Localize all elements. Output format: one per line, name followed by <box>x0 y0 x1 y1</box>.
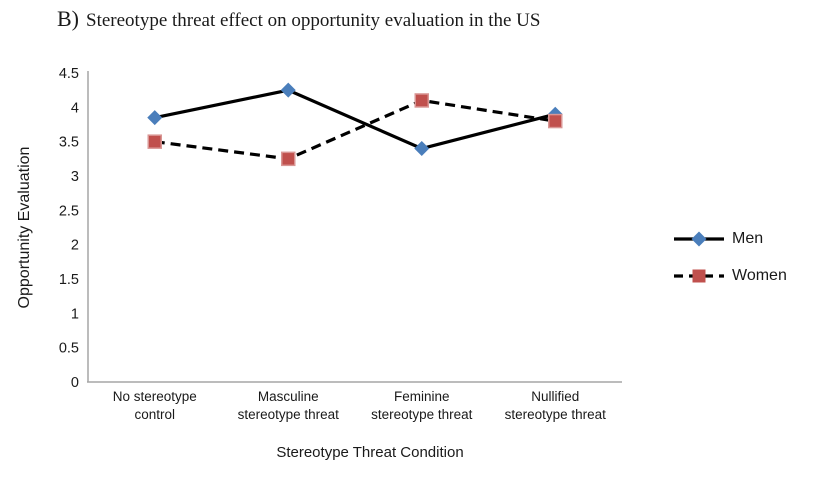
men-marker-icon <box>414 141 430 157</box>
x-tick-label: Feminine <box>394 389 450 404</box>
y-tick-label: 3 <box>71 169 79 185</box>
x-tick-label: Masculine <box>258 389 319 404</box>
legend: Men Women <box>672 224 787 298</box>
legend-item-men: Men <box>672 224 787 254</box>
title-text: Stereotype threat effect on opportunity … <box>86 10 541 31</box>
y-tick-label: 4.5 <box>59 66 79 82</box>
legend-label-women: Women <box>732 267 787 284</box>
y-axis-title: Opportunity Evaluation <box>16 147 33 309</box>
x-tick-label: Nullified <box>531 389 579 404</box>
y-tick-label: 2 <box>71 238 79 254</box>
chart-title: B) Stereotype threat effect on opportunit… <box>57 6 540 32</box>
y-tick-label: 1.5 <box>59 272 79 288</box>
title-prefix: B) <box>57 6 79 31</box>
men-series-line <box>154 88 556 151</box>
x-tick-label: stereotype threat <box>505 407 607 422</box>
legend-label-men: Men <box>732 230 764 247</box>
men-marker-icon <box>280 82 296 98</box>
x-tick-label: stereotype threat <box>238 407 340 422</box>
men-marker-icon <box>147 110 163 126</box>
y-tick-label: 0 <box>71 375 79 391</box>
y-tick-label: 2.5 <box>59 203 79 219</box>
x-tick-label: control <box>134 407 175 422</box>
men-legend-marker-icon <box>691 231 707 247</box>
women-marker-icon <box>414 93 429 108</box>
y-tick-label: 4 <box>71 100 79 116</box>
x-axis-title: Stereotype Threat Condition <box>276 444 463 461</box>
x-tick-label: stereotype threat <box>371 407 473 422</box>
y-tick-label: 0.5 <box>59 341 79 357</box>
x-tick-label: No stereotype <box>113 389 197 404</box>
women-series-line <box>154 98 556 161</box>
women-legend-marker-icon <box>692 269 706 283</box>
y-tick-label: 1 <box>71 306 79 322</box>
women-marker-icon <box>548 113 563 129</box>
legend-item-women: Women <box>672 261 787 291</box>
women-line-sample <box>674 269 724 283</box>
y-tick-label: 3.5 <box>59 135 79 151</box>
men-line-sample <box>674 231 724 247</box>
women-marker-icon <box>147 134 162 149</box>
women-marker-icon <box>281 151 296 167</box>
